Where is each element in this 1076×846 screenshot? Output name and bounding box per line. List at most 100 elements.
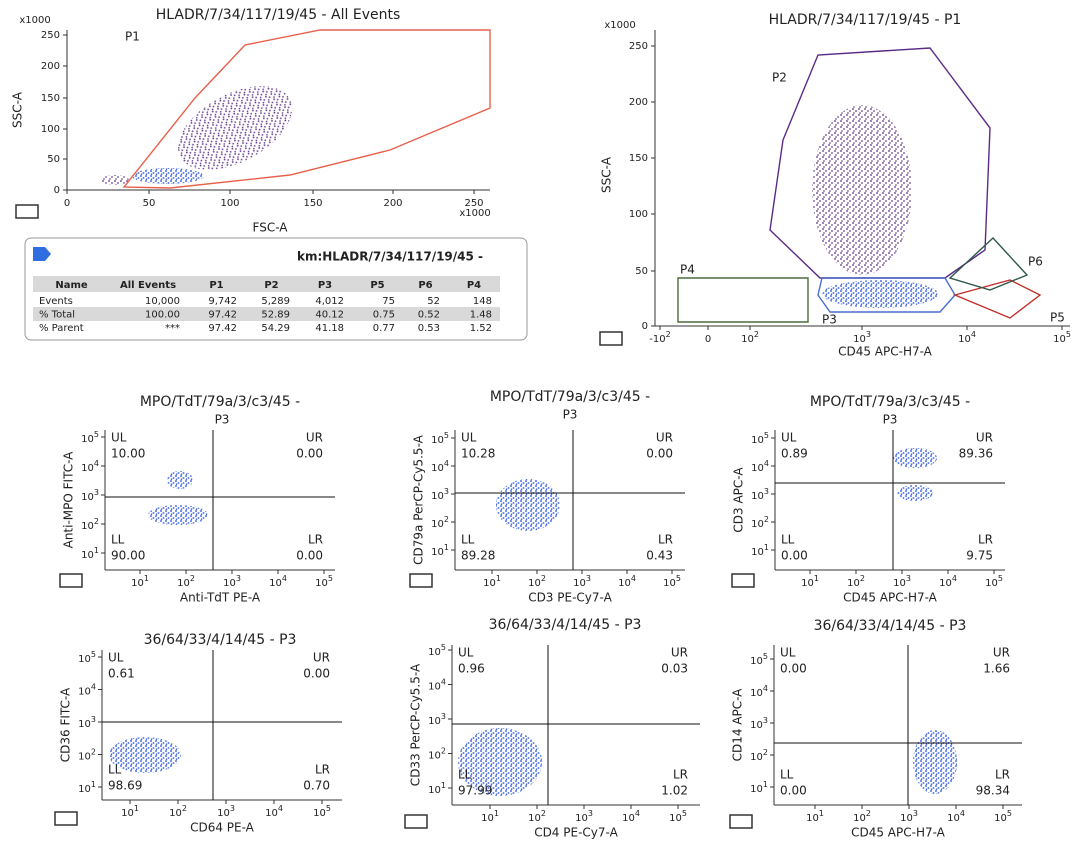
table-cell: 4,012 xyxy=(315,296,344,307)
x-tick-label-base: 10 xyxy=(169,808,182,819)
y-tick-label-exp: 4 xyxy=(444,459,449,468)
y-tick-label-exp: 5 xyxy=(441,643,446,652)
y-tick-label-exp: 4 xyxy=(94,459,99,468)
y-tick-label-base: 10 xyxy=(81,463,94,474)
quadrant-name: LL xyxy=(108,763,122,777)
y-tick-label: 100 xyxy=(629,209,648,220)
y-tick-label: 102 xyxy=(78,747,96,763)
x-tick-label: 102 xyxy=(741,330,759,346)
quadrant-name: UR xyxy=(993,646,1010,660)
table-header: P1 xyxy=(209,280,223,291)
x-tick-label-base: 10 xyxy=(131,578,144,589)
quadrant-value: 97.99 xyxy=(458,784,492,798)
quadrant-name: UR xyxy=(656,431,673,445)
quadrant-value: 1.02 xyxy=(661,784,688,798)
y-tick-label-exp: 2 xyxy=(444,515,449,524)
y-tick-label-base: 10 xyxy=(428,751,441,762)
event-cloud xyxy=(109,737,181,773)
y-tick-label-exp: 3 xyxy=(94,488,99,497)
y-tick-label: 102 xyxy=(751,515,769,531)
x-axis-label: CD3 PE-Cy7-A xyxy=(528,591,612,605)
y-tick-label-exp: 5 xyxy=(763,652,768,661)
plot-title: MPO/TdT/79a/3/c3/45 - xyxy=(490,389,650,405)
quadrant-name: LR xyxy=(315,763,330,777)
y-tick-label-exp: 4 xyxy=(764,459,769,468)
y-tick-label-exp: 2 xyxy=(763,748,768,757)
y-tick-label-exp: 5 xyxy=(91,650,96,659)
table-cell: 52.89 xyxy=(261,310,290,321)
y-tick-label: 103 xyxy=(428,712,446,728)
table-cell: 40.12 xyxy=(315,310,344,321)
gate xyxy=(948,237,1029,291)
x-tick-label-exp: 3 xyxy=(230,804,235,813)
x-tick-label-exp: 5 xyxy=(1066,330,1071,339)
quadrant-name: LR xyxy=(308,533,323,547)
quadrant-name: LR xyxy=(658,533,673,547)
y-tick-label: 103 xyxy=(78,715,96,731)
event-cloud xyxy=(812,105,912,275)
x-tick-label: 102 xyxy=(177,574,195,590)
quadrant-value: 90.00 xyxy=(111,549,145,563)
y-axis-label: CD3 APC-A xyxy=(732,467,746,533)
table-cell: 9,742 xyxy=(208,296,237,307)
x-tick-label-base: 10 xyxy=(985,578,998,589)
quadrant-name: UL xyxy=(111,431,127,445)
x-tick-label-exp: 2 xyxy=(666,330,671,339)
quadrant-value: 10.28 xyxy=(461,447,495,461)
x-tick-label-exp: 5 xyxy=(326,804,331,813)
plot-title: MPO/TdT/79a/3/c3/45 - xyxy=(810,394,970,410)
plot-menu-icon xyxy=(404,814,428,829)
quadrant-value: 0.00 xyxy=(780,784,807,798)
y-tick-label-base: 10 xyxy=(750,720,763,731)
y-tick-label-base: 10 xyxy=(81,492,94,503)
plot-menu-icon xyxy=(409,573,433,588)
quadrant-name: UR xyxy=(976,431,993,445)
y-tick-label: 150 xyxy=(41,93,60,104)
event-cloud xyxy=(177,86,293,170)
x-axis-label: CD64 PE-A xyxy=(190,821,255,835)
x-tick-label-exp: 2 xyxy=(541,809,546,818)
x-tick-label: 250 xyxy=(464,198,483,209)
y-tick-label-exp: 2 xyxy=(441,746,446,755)
x-tick-label: 101 xyxy=(483,574,501,590)
table-header: All Events xyxy=(120,280,176,291)
x-tick-label: 101 xyxy=(481,809,499,825)
x-tick-label-exp: 1 xyxy=(144,574,149,583)
gate xyxy=(677,277,809,323)
table-cell: 100.00 xyxy=(145,310,180,321)
y-tick-label: 150 xyxy=(629,153,648,164)
quadrant-value: 0.00 xyxy=(781,549,808,563)
x-tick-label-exp: 5 xyxy=(328,574,333,583)
quadrant-value: 9.75 xyxy=(966,549,993,563)
y-tick-label: 200 xyxy=(629,97,648,108)
x-tick-label-base: 10 xyxy=(315,578,328,589)
y-tick-label: 101 xyxy=(81,546,99,562)
x-tick-label-base: 10 xyxy=(853,334,866,345)
y-axis-label: Anti-MPO FITC-A xyxy=(62,451,76,549)
y-tick-label: 0 xyxy=(642,321,648,332)
plot-title: 36/64/33/4/14/45 - P3 xyxy=(814,618,967,634)
y-tick-label-exp: 3 xyxy=(91,715,96,724)
gate-label: P1 xyxy=(125,30,140,44)
y-tick-label-exp: 1 xyxy=(763,780,768,789)
y-tick-label-base: 10 xyxy=(751,491,764,502)
x-tick-label-base: 10 xyxy=(900,813,913,824)
y-tick-label: 101 xyxy=(751,543,769,559)
y-tick-label-base: 10 xyxy=(751,547,764,558)
x-tick-label-base: 10 xyxy=(806,813,819,824)
quadrant-name: LL xyxy=(458,768,472,782)
y-tick-label-exp: 5 xyxy=(94,430,99,439)
y-tick-label-base: 10 xyxy=(78,687,91,698)
y-tick-label: 104 xyxy=(81,459,99,475)
x-tick-label: 104 xyxy=(939,574,957,590)
y-tick-label: 101 xyxy=(428,781,446,797)
quadrant-name: LR xyxy=(673,768,688,782)
table-header: P6 xyxy=(418,280,432,291)
x-tick-label-exp: 3 xyxy=(588,809,593,818)
y-tick-label: 104 xyxy=(431,459,449,475)
y-tick-label-base: 10 xyxy=(750,784,763,795)
x-tick-label-base: 10 xyxy=(741,334,754,345)
quadrant-value: 0.00 xyxy=(646,447,673,461)
plot-title: 36/64/33/4/14/45 - P3 xyxy=(144,632,297,648)
plot-menu-icon xyxy=(729,814,753,829)
